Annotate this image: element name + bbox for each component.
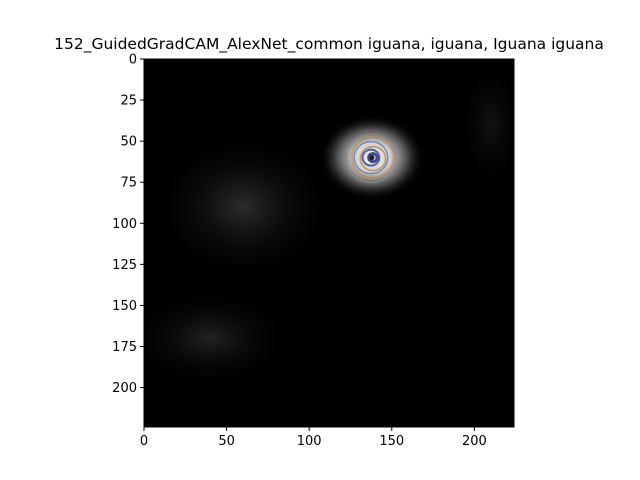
x-tick-label: 0	[140, 434, 148, 449]
heatmap-hotspot-faint	[152, 132, 334, 281]
gradient-ring	[351, 136, 395, 179]
y-tick-label: 100	[112, 217, 137, 232]
gradient-ring	[345, 133, 397, 184]
heatmap-hotspot-faint	[144, 289, 293, 388]
gradient-ring	[359, 145, 387, 172]
y-axis: 0 25 50 75 100 125 150 175 200	[112, 53, 144, 396]
x-tick-label: 50	[218, 434, 235, 449]
x-tick-label: 150	[379, 434, 404, 449]
plot-area	[143, 58, 515, 428]
y-tick-label: 175	[112, 340, 137, 355]
plot-frame	[143, 58, 515, 428]
chart-title: 152_GuidedGradCAM_AlexNet_common iguana,…	[54, 35, 604, 54]
gradient-core	[369, 155, 375, 161]
x-tick-label: 200	[462, 434, 487, 449]
heatmap-hotspot-faint	[457, 59, 514, 191]
x-tick-label: 100	[297, 434, 322, 449]
y-tick-label: 25	[120, 94, 137, 109]
y-tick-label: 200	[112, 381, 137, 396]
gradient-ring	[367, 152, 379, 164]
y-tick-label: 150	[112, 299, 137, 314]
x-axis: 0 50 100 150 200	[140, 427, 487, 449]
y-tick-label: 75	[120, 176, 137, 191]
gradient-ring	[353, 140, 389, 175]
y-tick-label: 125	[112, 258, 137, 273]
y-tick-label: 50	[120, 135, 137, 150]
heatmap-layer	[144, 59, 514, 388]
gradient-ring	[361, 148, 381, 167]
y-tick-label: 0	[129, 53, 137, 68]
